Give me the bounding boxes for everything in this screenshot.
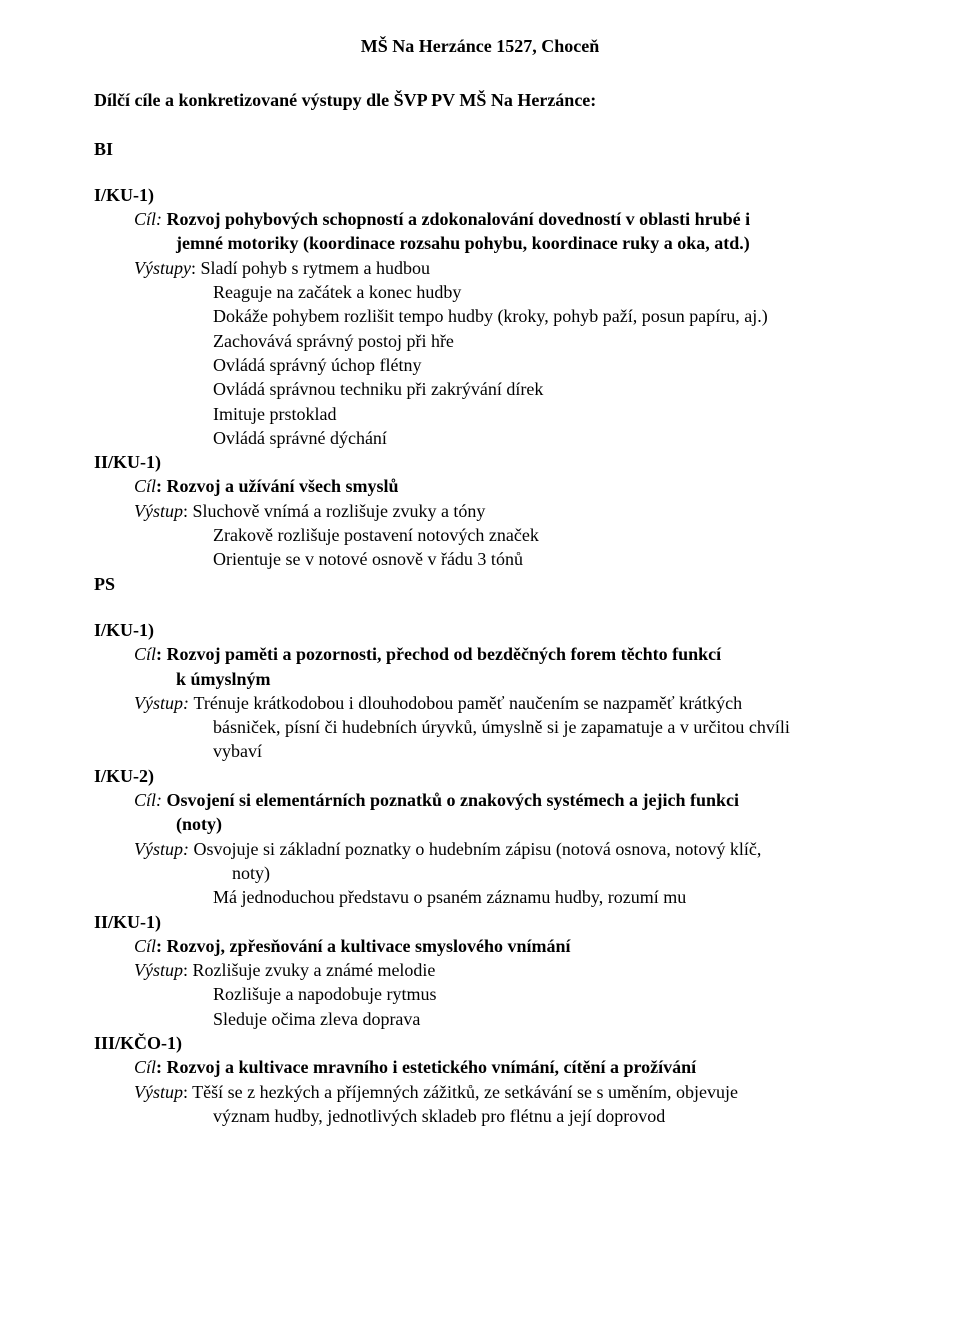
block1-detail: Ovládá správné dýchání: [94, 426, 866, 450]
block2-goal: Cíl: Rozvoj a užívání všech smyslů: [94, 474, 866, 498]
output-text: Trénuje krátkodobou i dlouhodobou paměť …: [193, 693, 742, 713]
output-prefix: Výstup: [134, 1082, 183, 1102]
block5-detail: Rozlišuje a napodobuje rytmus: [94, 982, 866, 1006]
output-text: : Sladí pohyb s rytmem a hudbou: [191, 258, 430, 278]
goal-text: : Rozvoj, zpřesňování a kultivace smyslo…: [156, 936, 571, 956]
block4-detail: noty): [94, 861, 866, 885]
block4-code: I/KU-2): [94, 764, 866, 788]
block1-code: I/KU-1): [94, 183, 866, 207]
goal-prefix: Cíl: [134, 476, 156, 496]
block5-output: Výstup: Rozlišuje zvuky a známé melodie: [94, 958, 866, 982]
goal-text: : Rozvoj paměti a pozornosti, přechod od…: [156, 644, 721, 664]
goal-text: Osvojení si elementárních poznatků o zna…: [167, 790, 739, 810]
block4-goal: Cíl: Osvojení si elementárních poznatků …: [94, 788, 866, 812]
block1-detail: Imituje prstoklad: [94, 402, 866, 426]
output-text: Osvojuje si základní poznatky o hudebním…: [193, 839, 761, 859]
output-prefix: Výstupy: [134, 258, 191, 278]
page-header: MŠ Na Herzánce 1527, Choceň: [94, 34, 866, 58]
section-ps: PS: [94, 572, 866, 596]
block1-goal-cont: jemné motoriky (koordinace rozsahu pohyb…: [94, 231, 866, 255]
goal-text: : Rozvoj a kultivace mravního i estetick…: [156, 1057, 696, 1077]
block3-goal-cont: k úmyslným: [94, 667, 866, 691]
block2-detail: Zrakově rozlišuje postavení notových zna…: [94, 523, 866, 547]
goal-text: Rozvoj pohybových schopností a zdokonalo…: [167, 209, 751, 229]
block2-code: II/KU-1): [94, 450, 866, 474]
block1-goal: Cíl: Rozvoj pohybových schopností a zdok…: [94, 207, 866, 231]
block3-detail: básniček, písní či hudebních úryvků, úmy…: [94, 715, 866, 739]
goal-prefix: Cíl:: [134, 790, 167, 810]
goal-prefix: Cíl: [134, 644, 156, 664]
block4-output: Výstup: Osvojuje si základní poznatky o …: [94, 837, 866, 861]
output-prefix: Výstup: [134, 501, 183, 521]
block1-detail: Ovládá správnou techniku při zakrývání d…: [94, 377, 866, 401]
block5-code: II/KU-1): [94, 910, 866, 934]
block1-output: Výstupy: Sladí pohyb s rytmem a hudbou: [94, 256, 866, 280]
output-text: : Těší se z hezkých a příjemných zážitků…: [183, 1082, 738, 1102]
block2-detail: Orientuje se v notové osnově v řádu 3 tó…: [94, 547, 866, 571]
block3-code: I/KU-1): [94, 618, 866, 642]
goal-prefix: Cíl: [134, 1057, 156, 1077]
block6-goal: Cíl: Rozvoj a kultivace mravního i estet…: [94, 1055, 866, 1079]
block3-goal: Cíl: Rozvoj paměti a pozornosti, přechod…: [94, 642, 866, 666]
block6-output: Výstup: Těší se z hezkých a příjemných z…: [94, 1080, 866, 1104]
output-text: : Sluchově vnímá a rozlišuje zvuky a tón…: [183, 501, 485, 521]
goal-text: : Rozvoj a užívání všech smyslů: [156, 476, 399, 496]
block1-detail: Reaguje na začátek a konec hudby: [94, 280, 866, 304]
block5-detail: Sleduje očima zleva doprava: [94, 1007, 866, 1031]
section-bi: BI: [94, 137, 866, 161]
main-title: Dílčí cíle a konkretizované výstupy dle …: [94, 88, 866, 112]
output-prefix: Výstup:: [134, 693, 193, 713]
output-prefix: Výstup: [134, 960, 183, 980]
block4-detail: Má jednoduchou představu o psaném záznam…: [94, 885, 866, 909]
block1-detail: Zachovává správný postoj při hře: [94, 329, 866, 353]
block3-output: Výstup: Trénuje krátkodobou i dlouhodobo…: [94, 691, 866, 715]
block6-code: III/KČO-1): [94, 1031, 866, 1055]
goal-prefix: Cíl:: [134, 209, 167, 229]
output-prefix: Výstup:: [134, 839, 193, 859]
goal-prefix: Cíl: [134, 936, 156, 956]
block1-detail: Dokáže pohybem rozlišit tempo hudby (kro…: [94, 304, 866, 328]
block4-goal-cont: (noty): [94, 812, 866, 836]
block3-detail: vybaví: [94, 739, 866, 763]
block6-detail: význam hudby, jednotlivých skladeb pro f…: [94, 1104, 866, 1128]
output-text: : Rozlišuje zvuky a známé melodie: [183, 960, 435, 980]
block2-output: Výstup: Sluchově vnímá a rozlišuje zvuky…: [94, 499, 866, 523]
block5-goal: Cíl: Rozvoj, zpřesňování a kultivace smy…: [94, 934, 866, 958]
block1-detail: Ovládá správný úchop flétny: [94, 353, 866, 377]
